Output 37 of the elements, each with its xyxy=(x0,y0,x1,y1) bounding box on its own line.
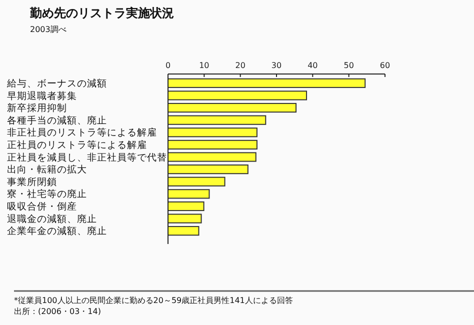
text: 2003調べ xyxy=(30,25,66,34)
bar xyxy=(168,152,256,162)
y-tick-label: 事業所閉鎖 xyxy=(7,176,57,188)
bar xyxy=(168,226,200,236)
x-tick-label: 50 xyxy=(344,61,354,70)
y-tick-label: 各種手当の減額、廃止 xyxy=(7,114,107,126)
x-tick-label: 30 xyxy=(271,61,282,70)
y-tick-label: 早期退職者募集 xyxy=(7,90,77,102)
bar xyxy=(168,176,226,186)
x-tick-label: 20 xyxy=(235,61,246,70)
x-tick-label: 60 xyxy=(380,61,390,70)
y-tick-label: 新卒採用抑制 xyxy=(7,102,67,114)
y-tick-label: 吸収合併・倒産 xyxy=(7,200,77,213)
bar xyxy=(168,164,248,174)
bar xyxy=(168,102,297,113)
y-tick-label: 企業年金の減額、廃止 xyxy=(7,225,107,238)
y-tick-label: 出向・転籍の拡大 xyxy=(7,164,87,176)
bar xyxy=(168,189,210,199)
text: *従業員100人以上の民間企業に勤める20～59歳正社員男性141人による回答 xyxy=(14,296,293,305)
x-tick-label: 40 xyxy=(308,61,318,70)
bar xyxy=(168,78,366,88)
x-tick-label: 10 xyxy=(199,61,210,70)
y-tick-label: 正社員を減員し、非正社員等で代替 xyxy=(7,151,167,164)
y-tick-label: 正社員のリストラ等による解雇 xyxy=(7,139,147,152)
bar xyxy=(168,201,204,212)
bar xyxy=(168,128,258,138)
y-tick-label: 寮・社宅等の廃止 xyxy=(7,188,87,200)
bar xyxy=(168,214,202,224)
x-tick-label: 0 xyxy=(165,61,171,70)
bar xyxy=(168,140,258,150)
bar xyxy=(168,115,266,125)
bar xyxy=(168,90,308,100)
text: 出所：(2006・03・14) xyxy=(14,307,101,316)
y-tick-label: 非正社員のリストラ等による解雇 xyxy=(7,126,157,139)
y-tick-label: 給与、ボーナスの減額 xyxy=(6,77,107,90)
chart-title: 勤め先のリストラ実施状況 xyxy=(29,6,174,20)
y-tick-label: 退職金の減額、廃止 xyxy=(7,212,97,225)
